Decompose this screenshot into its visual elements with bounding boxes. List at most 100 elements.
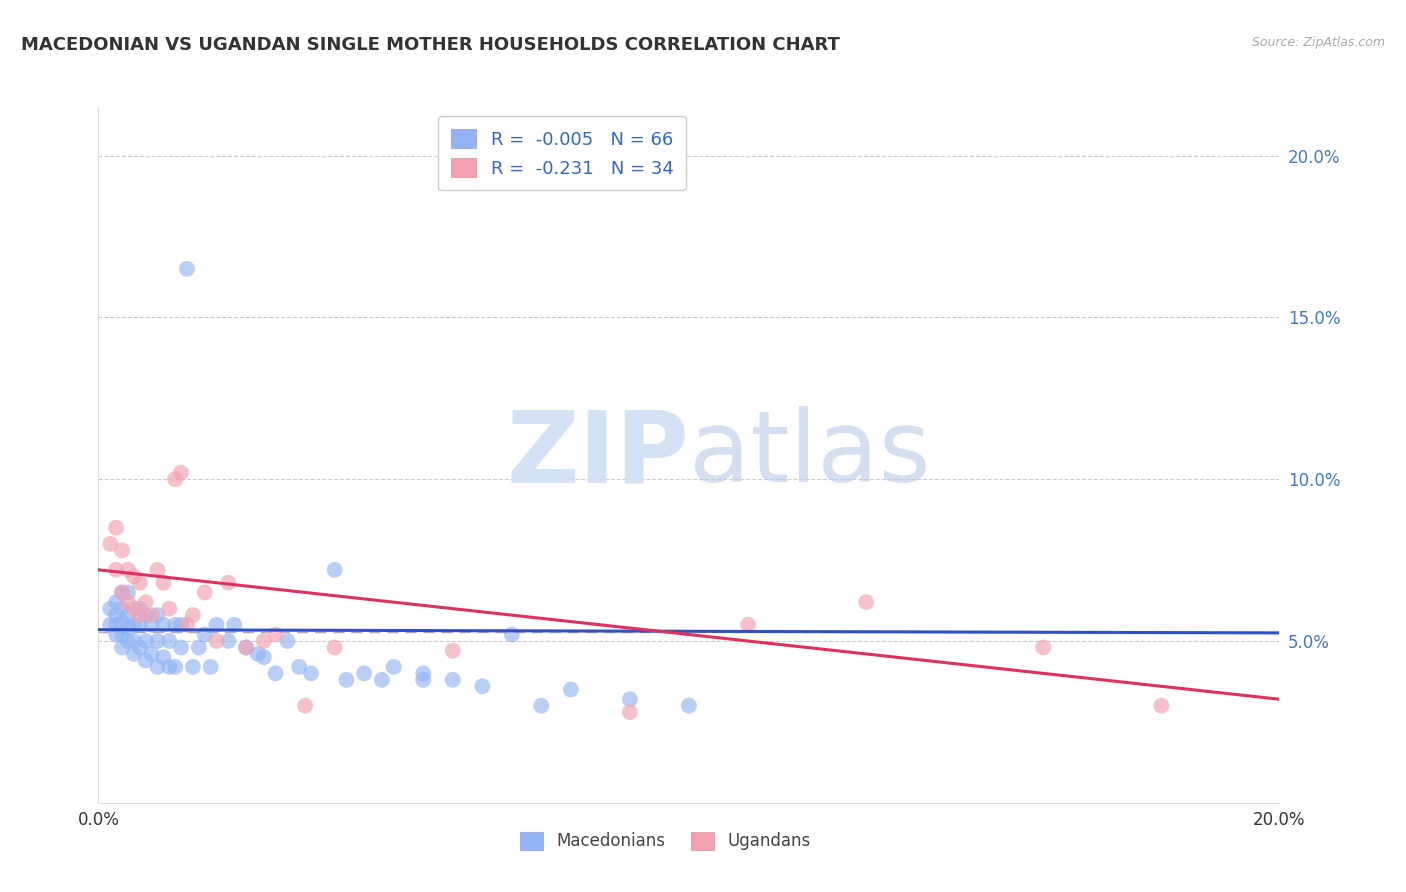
Point xyxy=(165,617,187,632)
Point xyxy=(111,585,134,599)
Point xyxy=(111,640,134,655)
Point xyxy=(111,615,134,629)
Point xyxy=(165,660,187,674)
Point xyxy=(128,601,150,615)
Point xyxy=(111,601,134,615)
Point xyxy=(353,666,375,681)
Point xyxy=(135,608,157,623)
Point xyxy=(122,601,145,615)
Point xyxy=(194,585,217,599)
Point xyxy=(253,634,276,648)
Point xyxy=(146,660,169,674)
Point xyxy=(117,634,139,648)
Point xyxy=(323,563,346,577)
Point xyxy=(335,673,357,687)
Point xyxy=(122,617,145,632)
Point xyxy=(737,617,759,632)
Point xyxy=(441,673,464,687)
Point xyxy=(253,650,276,665)
Point xyxy=(152,617,174,632)
Point xyxy=(501,627,523,641)
Point xyxy=(246,647,269,661)
Point xyxy=(128,608,150,623)
Point xyxy=(288,660,311,674)
Point xyxy=(205,634,228,648)
Point xyxy=(530,698,553,713)
Point xyxy=(146,563,169,577)
Point xyxy=(117,585,139,599)
Point xyxy=(128,575,150,590)
Point xyxy=(170,640,193,655)
Point xyxy=(105,608,128,623)
Point xyxy=(141,608,163,623)
Point xyxy=(235,640,257,655)
Point xyxy=(412,673,434,687)
Point xyxy=(170,466,193,480)
Point xyxy=(105,521,128,535)
Point xyxy=(200,660,222,674)
Point xyxy=(371,673,394,687)
Point xyxy=(170,617,193,632)
Point xyxy=(619,692,641,706)
Point xyxy=(441,643,464,657)
Point xyxy=(105,617,128,632)
Point xyxy=(141,647,163,661)
Point xyxy=(205,617,228,632)
Legend: Macedonians, Ugandans: Macedonians, Ugandans xyxy=(513,825,817,857)
Point xyxy=(135,653,157,667)
Point xyxy=(98,537,121,551)
Point xyxy=(152,575,174,590)
Point xyxy=(176,261,198,276)
Point xyxy=(98,617,121,632)
Point xyxy=(98,601,121,615)
Point xyxy=(264,666,287,681)
Point xyxy=(117,621,139,635)
Point xyxy=(1150,698,1173,713)
Point xyxy=(176,617,198,632)
Point xyxy=(224,617,246,632)
Point xyxy=(117,563,139,577)
Point xyxy=(105,627,128,641)
Point xyxy=(157,660,180,674)
Point xyxy=(1032,640,1054,655)
Point xyxy=(323,640,346,655)
Point xyxy=(187,640,209,655)
Point xyxy=(264,627,287,641)
Point xyxy=(117,595,139,609)
Point xyxy=(157,601,180,615)
Point xyxy=(128,640,150,655)
Point xyxy=(165,472,187,486)
Point xyxy=(471,679,494,693)
Point xyxy=(135,634,157,648)
Point xyxy=(122,634,145,648)
Point xyxy=(619,705,641,719)
Point xyxy=(146,634,169,648)
Point xyxy=(152,650,174,665)
Point xyxy=(678,698,700,713)
Point xyxy=(122,569,145,583)
Text: ZIP: ZIP xyxy=(506,407,689,503)
Point xyxy=(128,617,150,632)
Point xyxy=(111,543,134,558)
Point xyxy=(217,575,239,590)
Point xyxy=(111,627,134,641)
Point xyxy=(217,634,239,648)
Point xyxy=(141,617,163,632)
Point xyxy=(194,627,217,641)
Text: MACEDONIAN VS UGANDAN SINGLE MOTHER HOUSEHOLDS CORRELATION CHART: MACEDONIAN VS UGANDAN SINGLE MOTHER HOUS… xyxy=(21,36,839,54)
Point xyxy=(412,666,434,681)
Point xyxy=(122,647,145,661)
Point xyxy=(117,608,139,623)
Point xyxy=(181,660,204,674)
Point xyxy=(105,595,128,609)
Point xyxy=(146,608,169,623)
Point xyxy=(157,634,180,648)
Point xyxy=(181,608,204,623)
Text: Source: ZipAtlas.com: Source: ZipAtlas.com xyxy=(1251,36,1385,49)
Point xyxy=(276,634,298,648)
Text: atlas: atlas xyxy=(689,407,931,503)
Point xyxy=(382,660,405,674)
Point xyxy=(294,698,316,713)
Point xyxy=(105,563,128,577)
Point xyxy=(855,595,877,609)
